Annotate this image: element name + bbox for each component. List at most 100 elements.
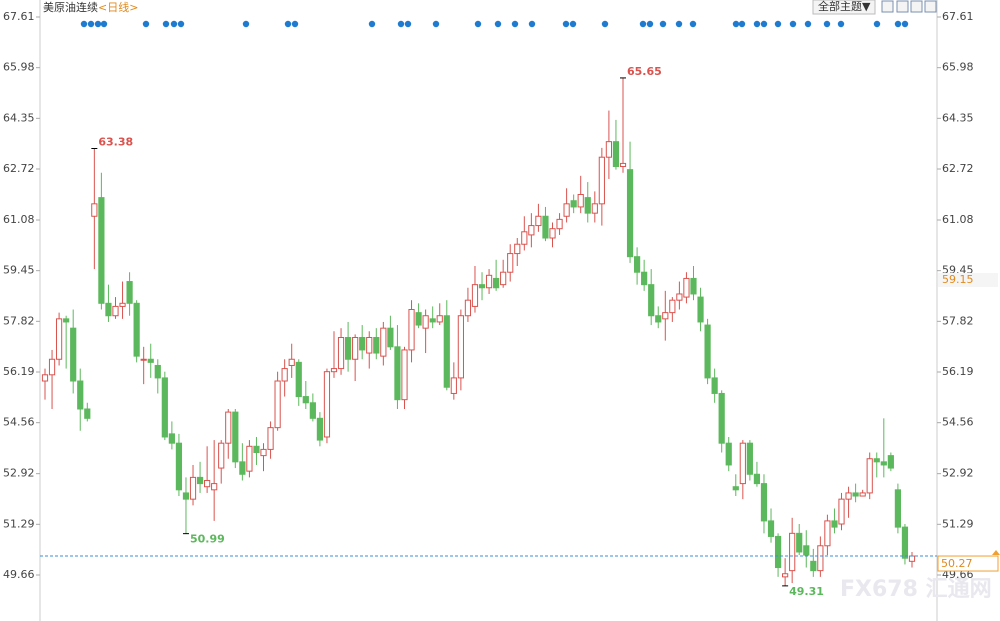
toolbar-button[interactable] <box>910 0 923 13</box>
event-dot <box>569 20 577 28</box>
y-tick-label: 61.08 <box>3 213 35 226</box>
candle-body <box>500 271 507 286</box>
extreme-label: 63.38 <box>98 135 133 148</box>
y-tick-label: 56.19 <box>3 365 35 378</box>
event-dot <box>659 20 667 28</box>
candle-body <box>852 492 859 497</box>
event-dot <box>738 20 746 28</box>
candle-body <box>91 203 98 217</box>
watermark: FX678 汇通网 <box>840 577 992 602</box>
last-price-box <box>937 555 999 572</box>
candle-body <box>112 305 119 317</box>
candle-body <box>746 442 753 475</box>
y-tick-label: 62.72 <box>3 162 35 175</box>
toolbar-button[interactable] <box>924 0 937 13</box>
candle-body <box>591 203 598 214</box>
candle-body <box>415 312 422 326</box>
candle-body <box>817 545 824 572</box>
last-price-arrow <box>992 550 1000 556</box>
candle-body <box>605 141 613 158</box>
candle-body <box>246 445 253 472</box>
candle-body <box>387 327 394 348</box>
candle-body <box>211 483 218 491</box>
event-dot <box>142 20 150 28</box>
candle-body <box>41 374 49 382</box>
candle-body <box>683 277 690 298</box>
event-dot <box>901 20 909 28</box>
candle-body <box>471 284 479 307</box>
candle-body <box>718 392 725 444</box>
candle-body <box>48 358 56 376</box>
event-dot <box>732 20 740 28</box>
candle-body <box>316 417 324 441</box>
candle-body <box>253 445 260 454</box>
candle-body <box>330 368 338 373</box>
candle-body <box>204 479 211 488</box>
candle-body <box>739 442 746 485</box>
candle-body <box>838 498 845 525</box>
y-tick-label-right: 65.98 <box>942 61 974 74</box>
candle-body <box>147 358 154 363</box>
candle-body <box>753 473 761 485</box>
y-tick-label-right: 54.56 <box>942 416 974 429</box>
candle-body <box>528 225 535 236</box>
candle-body <box>507 253 514 273</box>
event-dot <box>242 20 250 28</box>
candle-body <box>232 411 239 463</box>
y-tick-label: 49.66 <box>3 568 35 581</box>
candle-body <box>584 197 591 214</box>
candle-body <box>626 169 634 258</box>
candle-body <box>542 215 549 239</box>
event-dot <box>639 20 647 28</box>
last-price-label: 50.27 <box>941 557 973 570</box>
candle-body <box>485 274 493 289</box>
toolbar-button[interactable] <box>896 0 909 13</box>
candle-body <box>274 380 281 429</box>
y-tick-label: 51.29 <box>3 517 35 530</box>
candle-body <box>189 476 197 500</box>
candle-body <box>866 458 873 494</box>
candle-body <box>309 402 316 419</box>
event-dot <box>804 20 812 28</box>
candle-body <box>514 243 521 255</box>
candle-body <box>549 228 556 239</box>
candle-body <box>556 218 563 230</box>
candle-body <box>845 492 852 500</box>
toolbar-button[interactable] <box>881 0 894 13</box>
event-dot <box>894 20 902 28</box>
event-dot <box>368 20 376 28</box>
event-dot <box>601 20 609 28</box>
event-dot <box>474 20 482 28</box>
candle-body <box>161 377 168 438</box>
candle-body <box>669 299 676 314</box>
candle-body <box>126 281 133 304</box>
y-tick-label: 59.45 <box>3 264 35 277</box>
event-dot <box>100 20 108 28</box>
price-marker-box <box>938 272 998 287</box>
extreme-label: 65.65 <box>627 65 662 78</box>
period-label[interactable]: <日线> <box>98 0 138 14</box>
extreme-label: 49.31 <box>789 585 824 598</box>
y-tick-label: 54.56 <box>3 416 35 429</box>
theme-button[interactable]: 全部主题▼ <box>818 0 871 13</box>
y-tick-label: 57.82 <box>3 314 35 327</box>
candle-body <box>436 315 443 323</box>
theme-button-box[interactable] <box>812 0 876 15</box>
candle-body <box>633 256 641 273</box>
candle-body <box>443 315 450 388</box>
candle-body <box>260 448 267 457</box>
event-dot <box>94 20 102 28</box>
candle-body <box>648 284 655 317</box>
event-dot <box>291 20 299 28</box>
candle-body <box>619 162 627 168</box>
candle-body <box>704 324 711 379</box>
candle-body <box>119 302 126 307</box>
candle-body <box>760 483 768 522</box>
y-tick-label-right: 61.08 <box>942 213 974 226</box>
candle-body <box>662 312 669 320</box>
candle-body <box>521 231 528 245</box>
candle-body <box>859 492 866 497</box>
candle-body <box>295 361 302 398</box>
candle-body <box>77 380 84 410</box>
event-dot <box>284 20 292 28</box>
